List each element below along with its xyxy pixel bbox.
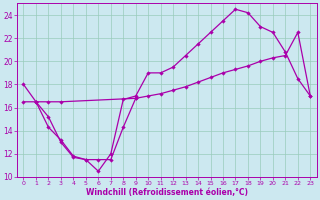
X-axis label: Windchill (Refroidissement éolien,°C): Windchill (Refroidissement éolien,°C) (86, 188, 248, 197)
